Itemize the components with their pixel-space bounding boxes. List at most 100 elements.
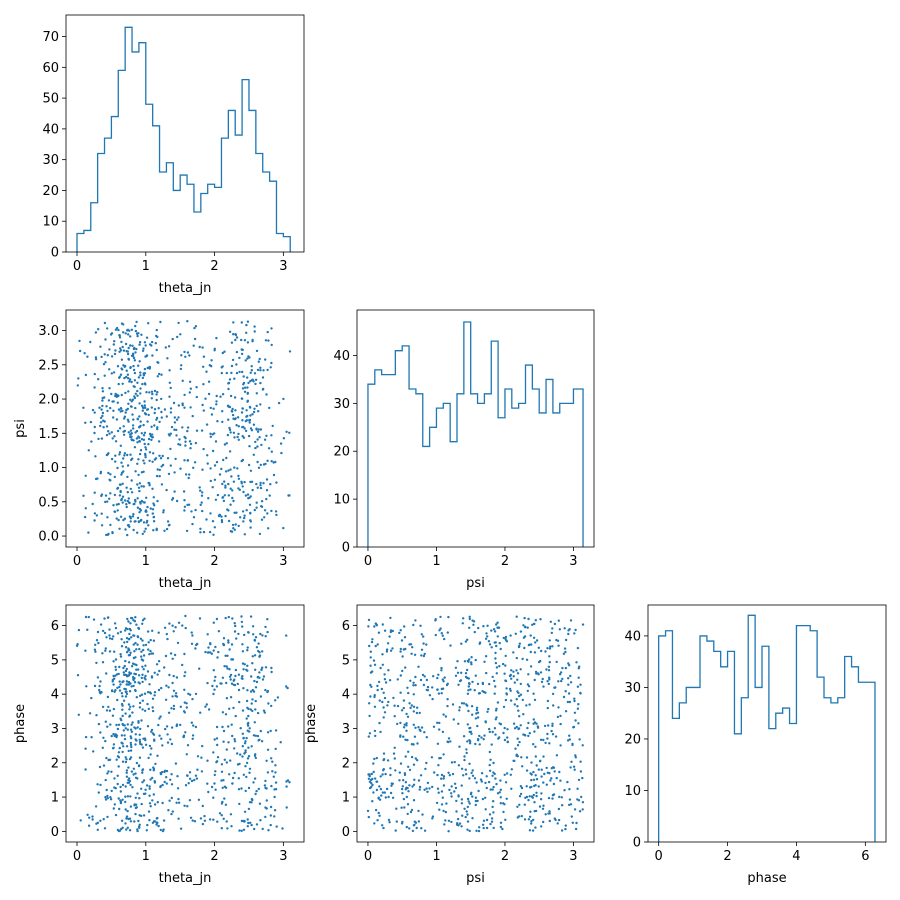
scatter-point xyxy=(114,689,117,692)
scatter-point xyxy=(568,738,571,741)
scatter-point xyxy=(556,822,559,825)
scatter-point xyxy=(246,825,249,828)
scatter-point xyxy=(557,644,560,647)
scatter-point xyxy=(447,819,451,822)
scatter-point xyxy=(167,345,171,348)
scatter-point xyxy=(391,647,394,650)
scatter-point xyxy=(103,353,106,356)
scatter-point xyxy=(282,397,285,401)
scatter-point xyxy=(168,369,171,372)
scatter-point xyxy=(157,407,160,410)
scatter-point xyxy=(240,787,243,790)
scatter-point xyxy=(238,356,241,360)
y-tick-label: 0.5 xyxy=(38,495,59,510)
scatter-point xyxy=(249,480,252,484)
scatter-point xyxy=(110,789,113,793)
scatter-point xyxy=(573,699,576,703)
scatter-point xyxy=(146,514,149,517)
scatter-point xyxy=(466,659,469,663)
scatter-point xyxy=(241,419,244,422)
scatter-point xyxy=(578,810,582,813)
scatter-point xyxy=(152,529,155,532)
scatter-point xyxy=(147,413,150,417)
scatter-point xyxy=(124,727,128,730)
scatter-point xyxy=(418,785,422,789)
scatter-point xyxy=(222,458,225,462)
scatter-point xyxy=(127,654,131,657)
scatter-point xyxy=(559,779,562,782)
scatter-point xyxy=(117,518,120,522)
scatter-point xyxy=(170,742,174,746)
scatter-point xyxy=(266,512,269,515)
scatter-point xyxy=(198,345,201,349)
scatter-point xyxy=(147,481,150,485)
scatter-point xyxy=(510,669,513,672)
scatter-point xyxy=(412,710,415,713)
scatter-point xyxy=(385,650,389,653)
scatter-point xyxy=(521,765,524,768)
scatter-point xyxy=(191,734,195,737)
x-tick-label: 1 xyxy=(142,554,150,569)
scatter-point xyxy=(483,734,486,737)
scatter-point xyxy=(99,424,102,428)
scatter-point xyxy=(188,771,192,774)
scatter-point xyxy=(540,768,543,771)
scatter-point xyxy=(406,812,409,816)
scatter-point xyxy=(406,686,409,689)
scatter-point xyxy=(264,358,267,361)
scatter-point xyxy=(237,432,240,436)
scatter-point xyxy=(138,343,141,346)
scatter-point xyxy=(404,738,407,741)
scatter-point xyxy=(495,644,498,648)
scatter-point xyxy=(562,695,566,699)
scatter-point xyxy=(457,683,460,686)
scatter-point xyxy=(163,626,167,629)
scatter-point xyxy=(576,787,579,790)
scatter-point xyxy=(371,800,374,803)
scatter-point xyxy=(213,347,216,350)
scatter-point xyxy=(216,656,219,659)
scatter-point xyxy=(143,462,146,465)
scatter-point xyxy=(264,666,268,669)
scatter-point xyxy=(117,672,120,676)
scatter-point xyxy=(287,494,290,497)
scatter-point xyxy=(494,718,497,721)
scatter-point xyxy=(478,826,481,829)
scatter-point xyxy=(94,650,97,653)
scatter-point xyxy=(117,765,120,768)
scatter-point xyxy=(148,459,151,462)
scatter-point xyxy=(130,737,133,740)
scatter-point xyxy=(521,698,524,702)
scatter-point xyxy=(279,442,283,445)
scatter-point xyxy=(146,630,150,633)
scatter-point xyxy=(522,636,526,639)
scatter-point xyxy=(155,817,158,820)
scatter-point xyxy=(211,449,215,453)
scatter-point xyxy=(489,758,492,761)
scatter-point xyxy=(406,738,409,742)
scatter-point xyxy=(257,360,260,363)
scatter-point xyxy=(515,698,518,701)
scatter-point xyxy=(240,352,244,356)
scatter-point xyxy=(581,744,584,747)
scatter-point xyxy=(201,744,204,748)
scatter-point xyxy=(253,679,256,683)
scatter-point xyxy=(457,764,461,767)
x-tick-label: 6 xyxy=(861,849,869,864)
scatter-point xyxy=(396,678,399,681)
scatter-point xyxy=(157,824,160,828)
scatter-point xyxy=(93,648,97,651)
scatter-point xyxy=(438,808,441,811)
scatter-point xyxy=(264,815,267,819)
scatter-point xyxy=(533,784,536,788)
scatter-point xyxy=(230,364,234,368)
scatter-point xyxy=(132,513,135,516)
scatter-point xyxy=(185,753,188,756)
scatter-point xyxy=(130,685,133,688)
scatter-point xyxy=(130,665,134,668)
scatter-point xyxy=(139,374,142,377)
scatter-point xyxy=(124,391,127,395)
scatter-point xyxy=(243,339,247,342)
scatter-point xyxy=(560,679,563,683)
scatter-point xyxy=(286,779,290,782)
